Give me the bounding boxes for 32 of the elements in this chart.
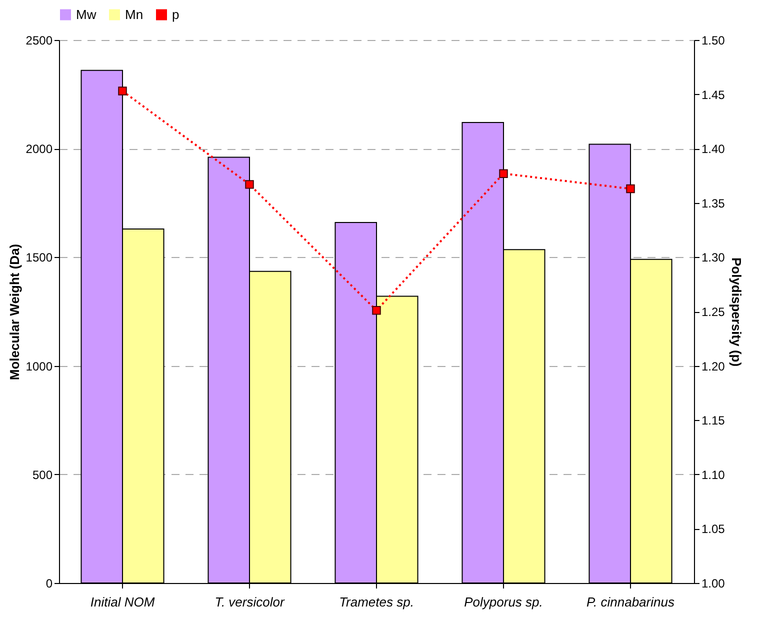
point [372, 306, 381, 315]
point [626, 184, 635, 194]
y-tick-label: 1500 [26, 250, 53, 265]
x-tick-label: P. cinnabarinus [586, 594, 675, 610]
point [499, 169, 508, 178]
y2-tick-label: 1.50 [702, 34, 726, 48]
legend-label: Mn [125, 6, 144, 22]
y-axis-title: Molecular Weight (Da) [6, 244, 22, 380]
y2-axis-title: Polydispersity (p) [728, 257, 744, 367]
y2-tick-label: 1.40 [702, 142, 726, 156]
point [118, 86, 127, 96]
x-tick-label: Initial NOM [90, 594, 155, 610]
y-tick-label: 2500 [26, 34, 53, 48]
y-tick-label: 1000 [26, 359, 53, 374]
y2-tick-label: 1.30 [702, 250, 726, 265]
point [245, 180, 254, 189]
y-tick-label: 0 [46, 576, 53, 590]
y2-tick-label: 1.10 [702, 468, 726, 482]
x-tick-label: T. versicolor [214, 594, 285, 610]
y2-tick-label: 1.25 [702, 305, 726, 319]
legend-label: p [172, 6, 180, 22]
y-tick-label: 500 [32, 468, 53, 482]
y2-tick-label: 1.20 [702, 359, 726, 374]
y2-tick-label: 1.15 [702, 414, 726, 428]
x-tick-label: Polyporus sp. [464, 594, 543, 610]
x-tick-label: Trametes sp. [339, 594, 414, 610]
y-tick-label: 2000 [26, 142, 53, 156]
y2-tick-label: 1.35 [702, 196, 726, 210]
legend-label: Mw [76, 6, 97, 22]
y2-tick-label: 1.45 [702, 88, 726, 102]
y2-tick-label: 1.05 [702, 522, 726, 536]
y2-tick-label: 1.00 [702, 576, 726, 590]
